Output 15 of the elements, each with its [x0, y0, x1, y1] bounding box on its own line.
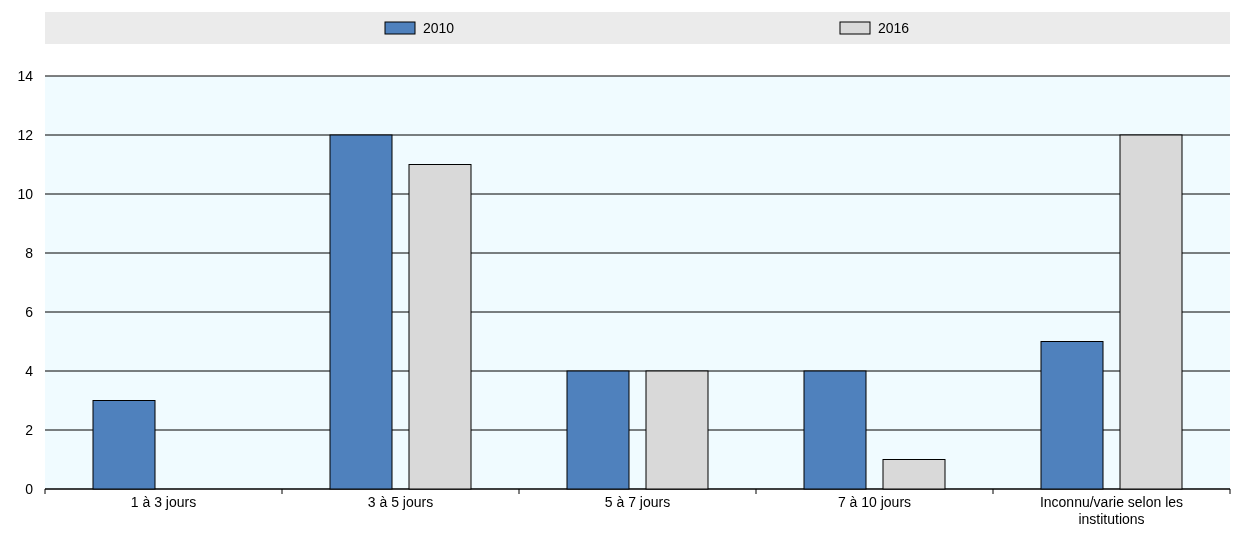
y-tick-label: 6 [25, 303, 34, 320]
x-tick-label: 7 à 10 jours [837, 494, 912, 510]
x-tick-label: 1 à 3 jours [130, 494, 197, 510]
y-tick-label: 2 [25, 421, 34, 438]
y-tick-label: 0 [25, 480, 34, 497]
x-tick-label: 3 à 5 jours [367, 494, 434, 510]
y-tick-label: 8 [25, 244, 34, 261]
y-tick-label: 4 [25, 362, 34, 379]
legend-label: 2010 [423, 20, 455, 36]
y-tick-label: 14 [17, 67, 34, 84]
x-tick-label: 5 à 7 jours [604, 494, 671, 510]
y-tick-label: 10 [17, 185, 34, 202]
y-tick-label: 12 [17, 126, 34, 143]
legend-label: 2016 [878, 20, 910, 36]
x-tick-label: Inconnu/varie selon les institutions [1039, 494, 1184, 527]
